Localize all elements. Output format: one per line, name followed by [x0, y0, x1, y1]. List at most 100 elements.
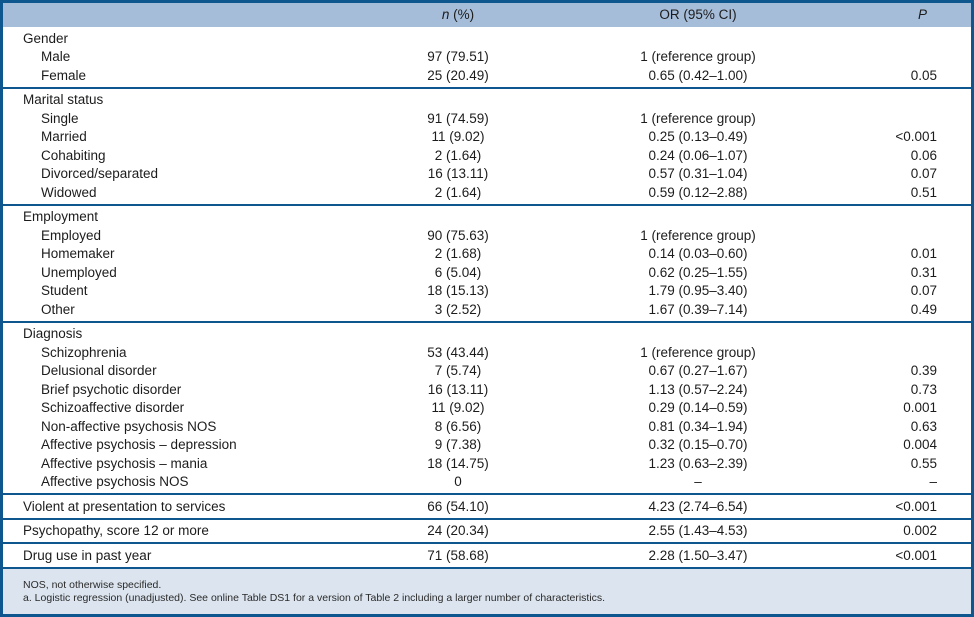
cell-or-ci: 1 (reference group) [640, 227, 756, 243]
row-label: Employed [41, 227, 102, 243]
cell-or-ci: 2.28 (1.50–3.47) [648, 547, 748, 563]
cell-or-ci: 0.81 (0.34–1.94) [648, 418, 748, 434]
row-label: Drug use in past year [23, 547, 152, 563]
row-label: Homemaker [41, 246, 115, 262]
row-label: Male [41, 49, 71, 65]
cell-n-percent: 97 (79.51) [427, 49, 489, 65]
cell-or-ci: 1.67 (0.39–7.14) [648, 301, 748, 317]
table-row: Diagnosis [3, 325, 971, 344]
cell-n-percent: 0 [454, 474, 462, 490]
row-label: Affective psychosis – depression [41, 437, 237, 453]
cell-p-value: <0.001 [895, 129, 937, 145]
row-label: Delusional disorder [41, 363, 157, 379]
cell-or-ci: 4.23 (2.74–6.54) [648, 498, 748, 514]
row-label: Gender [23, 30, 69, 46]
cell-n-percent: 9 (7.38) [434, 437, 482, 453]
row-label: Single [41, 110, 79, 126]
cell-or-ci: 1.23 (0.63–2.39) [648, 455, 748, 471]
table-row: Other 3 (2.52) 1.67 (0.39–7.14) 0.49 [3, 300, 971, 319]
table-row: Cohabiting 2 (1.64) 0.24 (0.06–1.07) 0.06 [3, 146, 971, 165]
row-label: Student [41, 283, 88, 299]
row-label: Employment [23, 209, 99, 225]
cell-p-value: 0.07 [910, 166, 937, 182]
row-label: Female [41, 67, 87, 83]
cell-p-value: 0.51 [910, 184, 937, 200]
cell-p-value: 0.73 [910, 381, 937, 397]
cell-n-percent: 6 (5.04) [434, 264, 482, 280]
cell-p-value: 0.63 [910, 418, 937, 434]
table-row: Female 25 (20.49) 0.65 (0.42–1.00) 0.05 [3, 66, 971, 85]
table-row: Non-affective psychosis NOS 8 (6.56) 0.81 … [3, 417, 971, 436]
table-section: Employment Employed 90 (75.63) 1 (reference… [3, 203, 971, 321]
header-n-percent: n (%) [441, 7, 475, 22]
table-row: Male 97 (79.51) 1 (reference group) [3, 48, 971, 67]
cell-n-percent: 11 (9.02) [431, 129, 485, 145]
table-body: Gender Male 97 (79.51) 1 (reference group) F… [3, 27, 971, 567]
cell-or-ci: 0.32 (0.15–0.70) [648, 437, 748, 453]
cell-p-value: – [929, 474, 937, 490]
cell-p-value: <0.001 [895, 498, 937, 514]
cell-p-value: 0.06 [910, 147, 937, 163]
cell-or-ci: 0.65 (0.42–1.00) [648, 67, 748, 83]
table-row: Brief psychotic disorder 16 (13.11) 1.13 (… [3, 380, 971, 399]
table-row: Employment [3, 208, 971, 227]
cell-p-value: 0.07 [910, 283, 937, 299]
cell-or-ci: 0.25 (0.13–0.49) [648, 129, 748, 145]
table-section: Marital status Single 91 (74.59) 1 (referen… [3, 86, 971, 204]
table-row: Affective psychosis – depression 9 (7.38)… [3, 436, 971, 455]
cell-n-percent: 71 (58.68) [427, 547, 489, 563]
cell-n-percent: 7 (5.74) [434, 363, 482, 379]
table-section: Psychopathy, score 12 or more 24 (20.34) 2… [3, 517, 971, 543]
row-label: Widowed [41, 184, 97, 200]
table-row: Unemployed 6 (5.04) 0.62 (0.25–1.55) 0.31 [3, 263, 971, 282]
header-or-ci: OR (95% CI) [659, 7, 737, 22]
table-row: Marital status [3, 91, 971, 110]
table-row: Affective psychosis NOS 0 – – [3, 473, 971, 492]
cell-n-percent: 3 (2.52) [434, 301, 482, 317]
cell-n-percent: 91 (74.59) [427, 110, 489, 126]
table-row: Gender [3, 29, 971, 48]
row-label: Other [41, 301, 75, 317]
table-header: n (%) OR (95% CI) P [3, 3, 971, 27]
row-label: Marital status [23, 92, 104, 108]
footnotes: NOS, not otherwise specified. a. Logisti… [3, 566, 971, 614]
cell-n-percent: 18 (15.13) [427, 283, 489, 299]
header-p-value: P [917, 7, 927, 22]
cell-p-value: <0.001 [895, 547, 937, 563]
cell-p-value: 0.05 [910, 67, 937, 83]
cell-n-percent: 2 (1.64) [434, 184, 482, 200]
cell-p-value: 0.002 [903, 523, 937, 539]
cell-or-ci: 0.62 (0.25–1.55) [648, 264, 748, 280]
cell-or-ci: 0.24 (0.06–1.07) [648, 147, 748, 163]
cell-or-ci: 2.55 (1.43–4.53) [648, 523, 748, 539]
cell-n-percent: 8 (6.56) [434, 418, 482, 434]
cell-or-ci: 0.57 (0.31–1.04) [648, 166, 748, 182]
row-label: Violent at presentation to services [23, 498, 226, 514]
table-row: Employed 90 (75.63) 1 (reference group) [3, 226, 971, 245]
cell-n-percent: 24 (20.34) [427, 523, 489, 539]
table-row: Schizophrenia 53 (43.44) 1 (reference grou… [3, 343, 971, 362]
table-section: Violent at presentation to services 66 (5… [3, 493, 971, 518]
table-row: Delusional disorder 7 (5.74) 0.67 (0.27–1.… [3, 362, 971, 381]
cell-or-ci: 0.29 (0.14–0.59) [648, 400, 748, 416]
cell-n-percent: 2 (1.64) [434, 147, 482, 163]
cell-n-percent: 16 (13.11) [427, 166, 489, 182]
cell-or-ci: 1.79 (0.95–3.40) [648, 283, 748, 299]
row-label: Non-affective psychosis NOS [41, 418, 217, 434]
cell-p-value: 0.31 [910, 264, 937, 280]
cell-p-value: 0.55 [910, 455, 937, 471]
cell-n-percent: 90 (75.63) [427, 227, 489, 243]
table-row: Divorced/separated 16 (13.11) 0.57 (0.31–1… [3, 165, 971, 184]
row-label: Schizophrenia [41, 344, 127, 360]
cell-p-value: 0.39 [910, 363, 937, 379]
cell-or-ci: 1 (reference group) [640, 110, 756, 126]
cell-or-ci: 0.59 (0.12–2.88) [648, 184, 748, 200]
cell-p-value: 0.004 [903, 437, 937, 453]
cell-p-value: 0.49 [910, 301, 937, 317]
row-label: Married [41, 129, 87, 145]
table-row: Student 18 (15.13) 1.79 (0.95–3.40) 0.07 [3, 282, 971, 301]
table-row: Violent at presentation to services 66 (5… [3, 497, 971, 516]
table-row: Widowed 2 (1.64) 0.59 (0.12–2.88) 0.51 [3, 183, 971, 202]
row-label: Cohabiting [41, 147, 106, 163]
